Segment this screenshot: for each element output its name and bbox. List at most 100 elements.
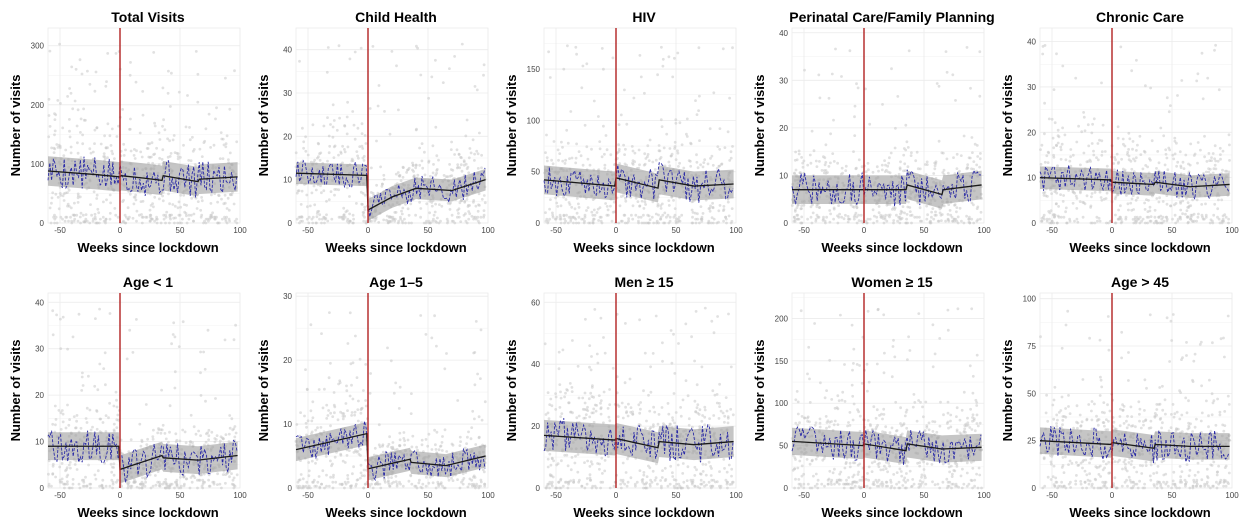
- data-point: [673, 145, 677, 148]
- data-point: [1146, 221, 1149, 225]
- data-point: [333, 411, 336, 415]
- data-point: [458, 435, 462, 439]
- chart-panel: 0 10 20 30 40 -50 0 50 100 Chronic Care Weeks sinc…: [992, 0, 1240, 265]
- data-point: [625, 122, 629, 126]
- data-point: [877, 211, 881, 215]
- data-point: [93, 473, 97, 477]
- data-point: [182, 484, 186, 488]
- data-point: [1059, 148, 1063, 152]
- data-point: [809, 161, 813, 165]
- data-point: [66, 482, 69, 486]
- data-point: [1174, 202, 1178, 205]
- data-point: [644, 203, 647, 206]
- data-point: [1089, 160, 1092, 163]
- data-point: [836, 214, 839, 218]
- data-point: [153, 195, 157, 199]
- x-tick-label: 100: [233, 491, 247, 500]
- data-point: [414, 163, 418, 167]
- data-point: [320, 482, 323, 486]
- data-point: [818, 206, 821, 209]
- data-point: [909, 154, 913, 158]
- data-point: [307, 221, 311, 225]
- data-point: [554, 395, 558, 399]
- data-point: [187, 213, 191, 217]
- data-point: [1056, 134, 1060, 138]
- data-point: [444, 175, 448, 179]
- data-point: [377, 221, 381, 224]
- data-point: [715, 167, 719, 170]
- data-point: [968, 156, 972, 160]
- data-point: [673, 486, 677, 490]
- data-point: [1062, 215, 1066, 219]
- data-point: [59, 347, 63, 350]
- x-tick-label: 100: [1225, 226, 1239, 235]
- data-point: [663, 221, 667, 225]
- data-point: [298, 484, 301, 488]
- data-point: [138, 422, 142, 426]
- data-point: [341, 417, 345, 421]
- data-point: [153, 219, 157, 223]
- data-point: [159, 428, 163, 431]
- data-point: [145, 443, 149, 446]
- data-point: [188, 138, 192, 142]
- data-point: [477, 484, 481, 488]
- data-point: [345, 384, 348, 388]
- data-point: [659, 217, 663, 221]
- data-point: [316, 156, 319, 160]
- x-tick-label: 100: [233, 226, 247, 235]
- data-point: [218, 439, 222, 443]
- data-point: [695, 153, 698, 157]
- data-point: [139, 444, 143, 448]
- data-point: [1100, 139, 1104, 143]
- data-point: [220, 436, 224, 440]
- data-point: [363, 208, 367, 212]
- data-point: [626, 480, 630, 484]
- data-point: [470, 482, 474, 486]
- data-point: [77, 482, 81, 486]
- data-point: [1043, 132, 1046, 136]
- data-point: [173, 335, 177, 339]
- data-point: [351, 472, 354, 476]
- data-point: [304, 421, 308, 425]
- data-point: [1085, 194, 1089, 198]
- data-point: [937, 139, 941, 143]
- data-point: [650, 215, 654, 219]
- data-point: [637, 215, 640, 219]
- data-point: [389, 359, 393, 363]
- data-point: [95, 193, 99, 197]
- data-point: [975, 163, 979, 167]
- x-tick-label: -50: [1046, 226, 1058, 235]
- y-tick-label: 0: [1032, 219, 1037, 228]
- data-point: [337, 44, 341, 48]
- data-point: [184, 212, 188, 215]
- chart-panel: 0 10 20 30 40 -50 0 50 100 Age < 1 Weeks since loc…: [0, 265, 248, 530]
- data-point: [723, 467, 726, 470]
- data-point: [709, 157, 712, 160]
- data-point: [695, 383, 699, 387]
- data-point: [569, 110, 573, 113]
- data-point: [411, 161, 414, 165]
- data-point: [799, 171, 802, 175]
- data-point: [47, 97, 51, 101]
- data-point: [856, 86, 860, 90]
- data-point: [1211, 171, 1215, 175]
- data-point: [815, 213, 819, 217]
- data-point: [83, 220, 86, 224]
- data-point: [394, 480, 398, 484]
- data-point: [724, 215, 727, 219]
- data-point: [586, 405, 589, 409]
- data-point: [955, 152, 959, 156]
- data-point: [1207, 170, 1211, 174]
- data-point: [307, 474, 311, 478]
- data-point: [181, 320, 185, 324]
- data-point: [61, 126, 65, 130]
- data-point: [295, 217, 299, 221]
- data-point: [1115, 152, 1119, 156]
- data-point: [890, 207, 894, 211]
- data-point: [467, 156, 471, 160]
- data-point: [826, 171, 829, 174]
- x-tick-label: 0: [366, 491, 371, 500]
- data-point: [697, 109, 700, 112]
- data-point: [64, 426, 68, 430]
- data-point: [235, 473, 239, 477]
